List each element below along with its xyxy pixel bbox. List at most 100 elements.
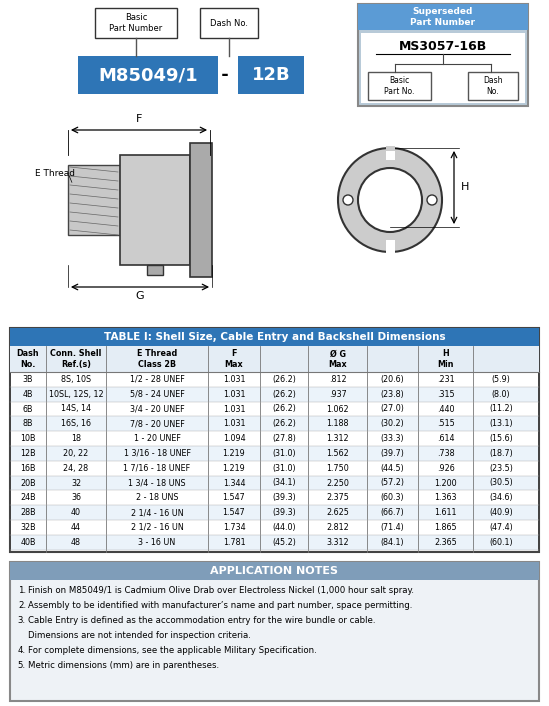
Text: 1 7/16 - 18 UNEF: 1 7/16 - 18 UNEF (124, 464, 191, 473)
Text: (11.2): (11.2) (489, 405, 513, 414)
Text: 1.865: 1.865 (434, 523, 457, 532)
Text: 1.734: 1.734 (223, 523, 245, 532)
Text: (27.0): (27.0) (380, 405, 405, 414)
Text: 5/8 - 24 UNEF: 5/8 - 24 UNEF (130, 390, 184, 399)
Text: 1.344: 1.344 (223, 479, 245, 488)
Text: Conn. Shell
Ref.(s): Conn. Shell Ref.(s) (51, 349, 102, 369)
Text: 40: 40 (71, 508, 81, 517)
Text: 48: 48 (71, 538, 81, 546)
Text: 3.312: 3.312 (326, 538, 349, 546)
Text: APPLICATION NOTES: APPLICATION NOTES (210, 566, 339, 575)
Text: (66.7): (66.7) (380, 508, 405, 517)
Text: Basic
Part No.: Basic Part No. (384, 76, 414, 96)
Text: (18.7): (18.7) (489, 449, 513, 458)
Text: (15.6): (15.6) (489, 434, 513, 443)
Text: M85049/1: M85049/1 (98, 66, 198, 84)
Text: Ø G
Max: Ø G Max (328, 349, 347, 369)
Text: (39.3): (39.3) (272, 493, 296, 502)
Text: 2.250: 2.250 (326, 479, 349, 488)
FancyBboxPatch shape (95, 8, 177, 38)
Text: F
Max: F Max (225, 349, 243, 369)
Text: 24, 28: 24, 28 (64, 464, 88, 473)
FancyBboxPatch shape (10, 328, 539, 346)
Text: H
Min: H Min (437, 349, 454, 369)
Text: (33.3): (33.3) (380, 434, 404, 443)
Text: F: F (136, 114, 142, 124)
Text: 2.375: 2.375 (326, 493, 349, 502)
FancyBboxPatch shape (11, 476, 538, 491)
FancyBboxPatch shape (11, 491, 538, 505)
Text: 8B: 8B (23, 419, 33, 429)
Text: 5.: 5. (18, 661, 26, 669)
Text: Cable Entry is defined as the accommodation entry for the wire bundle or cable.: Cable Entry is defined as the accommodat… (28, 616, 376, 625)
Text: (39.3): (39.3) (272, 508, 296, 517)
Text: 2.: 2. (18, 601, 26, 609)
Text: .614: .614 (437, 434, 454, 443)
Text: 1.219: 1.219 (223, 449, 245, 458)
Text: 1.031: 1.031 (223, 390, 245, 399)
Text: 32B: 32B (20, 523, 36, 532)
Text: 7/8 - 20 UNEF: 7/8 - 20 UNEF (130, 419, 184, 429)
Text: (34.6): (34.6) (489, 493, 513, 502)
Text: 1/2 - 28 UNEF: 1/2 - 28 UNEF (130, 375, 184, 384)
FancyBboxPatch shape (200, 8, 258, 38)
Text: 20B: 20B (20, 479, 36, 488)
Text: .937: .937 (329, 390, 346, 399)
Text: Finish on M85049/1 is Cadmium Olive Drab over Electroless Nickel (1,000 hour sal: Finish on M85049/1 is Cadmium Olive Drab… (28, 585, 414, 594)
Text: H: H (461, 182, 469, 193)
Text: (44.0): (44.0) (272, 523, 296, 532)
Text: (31.0): (31.0) (272, 449, 296, 458)
Text: 36: 36 (71, 493, 81, 502)
Text: (30.5): (30.5) (489, 479, 513, 488)
Text: 2 1/2 - 16 UN: 2 1/2 - 16 UN (131, 523, 183, 532)
Text: (26.2): (26.2) (272, 405, 296, 414)
Bar (385, 146, 395, 160)
Text: For complete dimensions, see the applicable Military Specification.: For complete dimensions, see the applica… (28, 645, 317, 654)
Text: (26.2): (26.2) (272, 390, 296, 399)
Text: 1.094: 1.094 (223, 434, 245, 443)
Text: .440: .440 (437, 405, 454, 414)
Text: G: G (136, 291, 144, 301)
Text: .738: .738 (436, 449, 455, 458)
Text: Dimensions are not intended for inspection criteria.: Dimensions are not intended for inspecti… (28, 630, 251, 640)
FancyBboxPatch shape (358, 4, 528, 30)
Text: (34.1): (34.1) (272, 479, 296, 488)
FancyBboxPatch shape (11, 417, 538, 431)
FancyBboxPatch shape (120, 155, 190, 265)
Text: 8S, 10S: 8S, 10S (61, 375, 91, 384)
Text: .515: .515 (436, 419, 455, 429)
Text: (13.1): (13.1) (489, 419, 513, 429)
Text: (23.8): (23.8) (380, 390, 405, 399)
Text: Basic
Part Number: Basic Part Number (109, 13, 163, 32)
Text: Superseded
Part Number: Superseded Part Number (411, 7, 475, 27)
FancyBboxPatch shape (147, 265, 163, 275)
Text: 12B: 12B (251, 66, 290, 84)
Text: (20.6): (20.6) (380, 375, 405, 384)
Text: 1.188: 1.188 (326, 419, 349, 429)
Text: 1 3/16 - 18 UNEF: 1 3/16 - 18 UNEF (124, 449, 191, 458)
Circle shape (343, 195, 353, 205)
FancyBboxPatch shape (68, 165, 120, 235)
Text: 12B: 12B (20, 449, 36, 458)
FancyBboxPatch shape (11, 402, 538, 417)
Text: Assembly to be identified with manufacturer’s name and part number, space permit: Assembly to be identified with manufactu… (28, 601, 412, 609)
Text: 40B: 40B (20, 538, 36, 546)
Text: 4B: 4B (23, 390, 33, 399)
Text: (47.4): (47.4) (489, 523, 513, 532)
Text: 1 3/4 - 18 UNS: 1 3/4 - 18 UNS (128, 479, 186, 488)
Text: 1.031: 1.031 (223, 375, 245, 384)
FancyBboxPatch shape (10, 561, 539, 701)
Text: 1.547: 1.547 (223, 493, 245, 502)
Text: (31.0): (31.0) (272, 464, 296, 473)
Text: 4.: 4. (18, 645, 26, 654)
Text: (26.2): (26.2) (272, 419, 296, 429)
FancyBboxPatch shape (10, 346, 539, 372)
Text: .231: .231 (436, 375, 455, 384)
FancyBboxPatch shape (11, 535, 538, 549)
Text: 1.363: 1.363 (434, 493, 457, 502)
Text: (27.8): (27.8) (272, 434, 296, 443)
Circle shape (427, 195, 437, 205)
Text: 1 - 20 UNEF: 1 - 20 UNEF (133, 434, 181, 443)
Circle shape (358, 168, 422, 232)
FancyBboxPatch shape (238, 56, 304, 94)
